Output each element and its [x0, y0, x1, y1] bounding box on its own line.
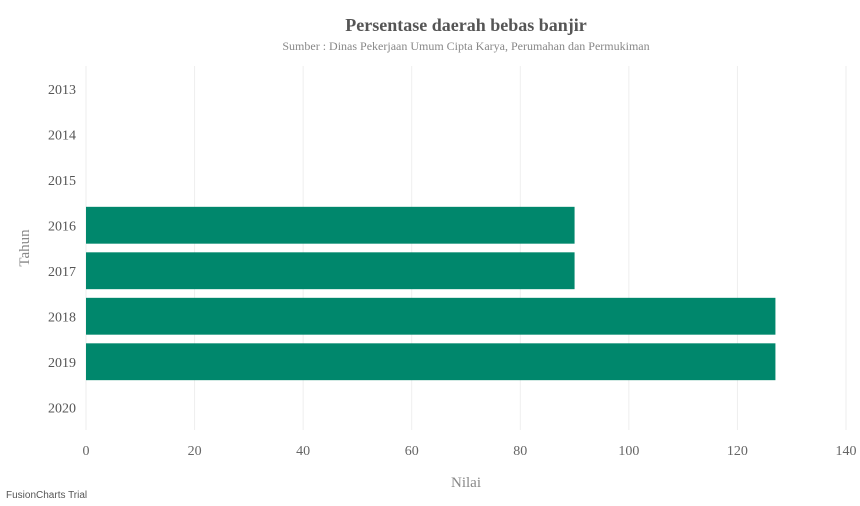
- chart-title: Persentase daerah bebas banjir: [345, 15, 587, 35]
- x-tick-label: 100: [618, 444, 639, 459]
- y-category-label: 2015: [48, 174, 76, 189]
- x-tick-label: 60: [405, 444, 419, 459]
- bar-2017[interactable]: [86, 252, 575, 290]
- x-tick-label: 80: [513, 444, 527, 459]
- y-category-label: 2020: [48, 401, 76, 416]
- x-tick-label: 120: [727, 444, 748, 459]
- y-category-label: 2017: [48, 265, 76, 280]
- chart-subtitle: Sumber : Dinas Pekerjaan Umum Cipta Kary…: [282, 39, 649, 53]
- y-category-label: 2018: [48, 310, 76, 325]
- x-tick-label: 140: [836, 444, 857, 459]
- x-axis-label: Nilai: [451, 475, 481, 491]
- bars: [86, 206, 776, 381]
- bar-2016[interactable]: [86, 206, 575, 244]
- watermark: FusionCharts Trial: [6, 490, 87, 501]
- y-category-label: 2016: [48, 219, 76, 234]
- grid-lines: [85, 66, 847, 430]
- bar-2018[interactable]: [86, 297, 776, 335]
- y-category-label: 2014: [48, 128, 76, 143]
- x-tick-label: 0: [83, 444, 90, 459]
- y-category-label: 2013: [48, 83, 76, 98]
- bar-2019[interactable]: [86, 343, 776, 381]
- x-tick-label: 40: [296, 444, 310, 459]
- x-tick-label: 20: [188, 444, 202, 459]
- y-axis-label: Tahun: [17, 229, 33, 267]
- y-category-label: 2019: [48, 356, 76, 371]
- category-labels: 2013 2014 2015 2016 2017 2018 2019 2020: [48, 83, 76, 417]
- tick-labels: 0 20 40 60 80 100 120 140: [83, 444, 857, 459]
